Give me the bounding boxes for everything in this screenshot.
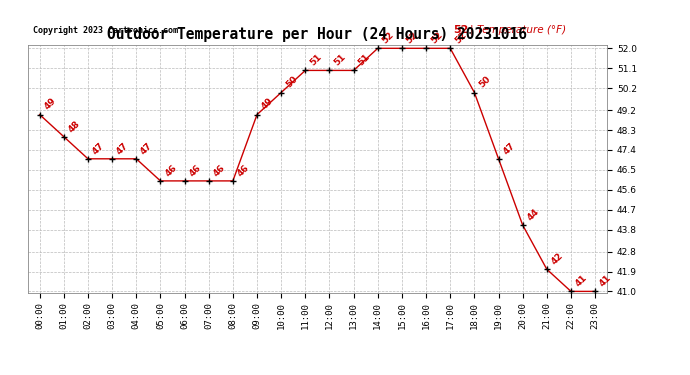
Text: 46: 46: [212, 163, 227, 178]
Text: 50: 50: [284, 75, 299, 90]
Text: 46: 46: [188, 163, 203, 178]
Text: 52: 52: [453, 30, 469, 45]
Text: 50: 50: [477, 75, 492, 90]
Text: 52: 52: [405, 30, 420, 45]
Text: |: |: [469, 25, 473, 35]
Text: 44: 44: [526, 207, 541, 222]
Text: 47: 47: [502, 141, 517, 156]
Text: 49: 49: [260, 96, 275, 112]
Text: 51: 51: [333, 53, 348, 68]
Text: 41: 41: [574, 273, 589, 289]
Text: 42: 42: [550, 251, 565, 267]
Text: Temperature (°F): Temperature (°F): [477, 25, 566, 35]
Text: 51: 51: [308, 53, 324, 68]
Text: 52: 52: [381, 30, 396, 45]
Text: 47: 47: [91, 141, 106, 156]
Text: Copyright 2023 Cartronics.com: Copyright 2023 Cartronics.com: [33, 26, 179, 35]
Text: 52: 52: [429, 30, 444, 45]
Text: 46: 46: [236, 163, 251, 178]
Text: 48: 48: [67, 118, 82, 134]
Text: 49: 49: [43, 96, 58, 112]
Text: 41: 41: [598, 273, 613, 289]
Text: 47: 47: [115, 141, 130, 156]
Text: 46: 46: [164, 163, 179, 178]
Title: Outdoor Temperature per Hour (24 Hours) 20231016: Outdoor Temperature per Hour (24 Hours) …: [108, 27, 527, 42]
Text: 51: 51: [357, 53, 372, 68]
Text: 52: 52: [453, 25, 469, 35]
Text: 47: 47: [139, 141, 155, 156]
